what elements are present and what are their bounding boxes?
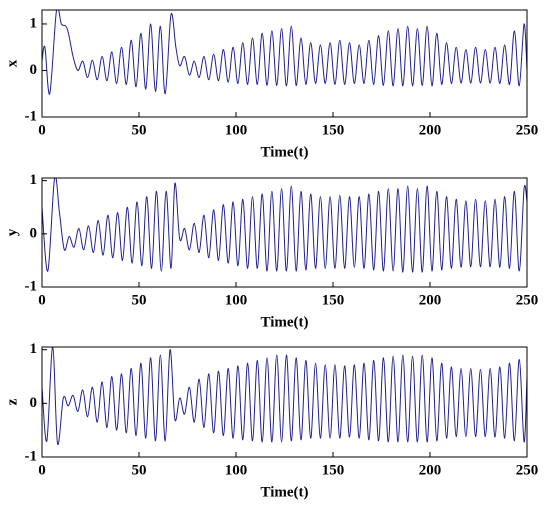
plot-frame [41,346,528,458]
plot-frame [41,9,528,118]
y-tick-label: 0 [30,225,38,241]
x-tick-label: 100 [225,292,248,308]
x-tick-label: 50 [132,122,147,138]
y-axis-label: x [4,59,20,67]
y-axis-label: y [4,228,20,236]
x-tick-label: 150 [322,292,345,308]
y-tick-label: 0 [30,395,38,411]
x-tick-label: 50 [132,292,147,308]
x-tick-label: 200 [419,292,442,308]
x-axis-label: Time(t) [260,484,308,500]
x-axis-label: Time(t) [260,314,308,330]
x-tick-label: 0 [38,462,46,478]
x-tick-label: 200 [419,122,442,138]
x-tick-label: 50 [132,462,147,478]
x-tick-label: 150 [322,122,345,138]
y-tick-label: -1 [25,278,38,294]
x-tick-label: 150 [322,462,345,478]
x-tick-label: 250 [516,292,539,308]
x-tick-label: 0 [38,292,46,308]
data-line [42,10,527,95]
y-tick-label: -1 [25,448,38,464]
x-axis-label: Time(t) [260,144,308,160]
y-tick-label: 0 [30,62,38,78]
y-axis-label: z [4,398,20,405]
y-tick-label: 1 [30,172,38,188]
data-line [42,347,527,445]
plot-frame [41,177,528,288]
data-line [42,178,527,273]
x-tick-label: 0 [38,122,46,138]
y-tick-label: 1 [30,15,38,31]
x-tick-label: 250 [516,462,539,478]
x-tick-label: 100 [225,122,248,138]
y-tick-label: -1 [25,108,38,124]
y-tick-label: 1 [30,341,38,357]
x-tick-label: 100 [225,462,248,478]
x-tick-label: 250 [516,122,539,138]
x-tick-label: 200 [419,462,442,478]
